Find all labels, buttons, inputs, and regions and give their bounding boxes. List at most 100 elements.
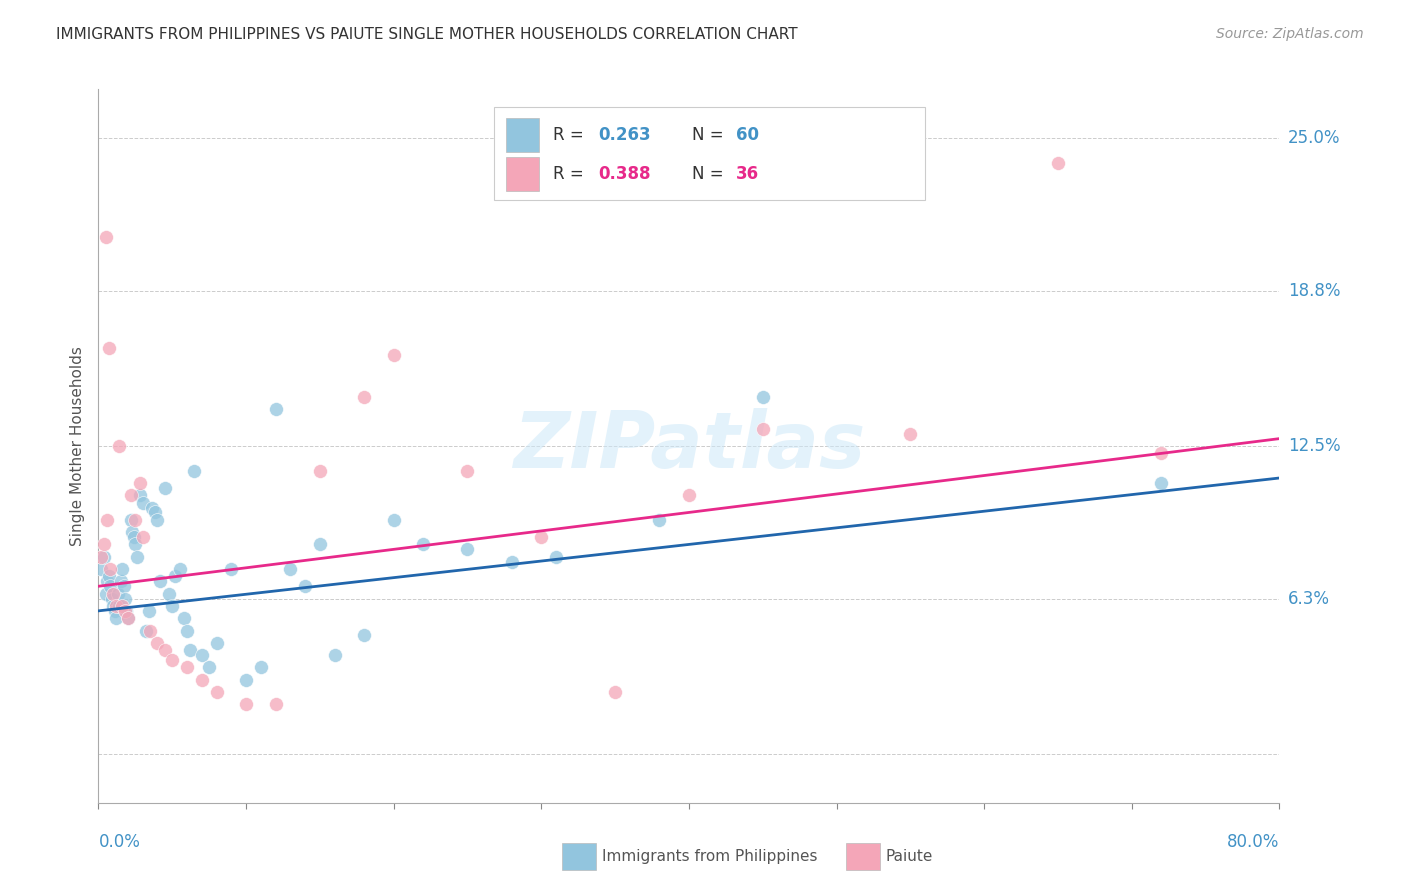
Point: [191, 648, 214, 662]
Point: [111, 599, 134, 613]
Point: [162, 653, 183, 667]
Point: [105, 611, 128, 625]
Point: [108, 439, 131, 453]
Point: [157, 587, 180, 601]
Point: [108, 599, 131, 613]
Point: [104, 604, 127, 618]
Point: [264, 402, 287, 417]
Point: [143, 505, 166, 519]
Text: 0.0%: 0.0%: [98, 833, 141, 851]
Text: 0.388: 0.388: [598, 165, 651, 183]
Point: [544, 549, 567, 564]
Point: [120, 513, 142, 527]
Point: [191, 673, 214, 687]
Text: ZIPatlas: ZIPatlas: [513, 408, 865, 484]
Point: [132, 495, 155, 509]
Text: Source: ZipAtlas.com: Source: ZipAtlas.com: [1216, 27, 1364, 41]
Point: [162, 599, 183, 613]
Point: [278, 562, 302, 576]
Point: [93, 549, 115, 564]
Point: [530, 530, 553, 544]
Point: [1046, 156, 1069, 170]
Point: [235, 698, 257, 712]
Text: 12.5%: 12.5%: [1288, 437, 1340, 455]
Point: [605, 685, 627, 699]
Point: [90, 562, 112, 576]
Point: [94, 587, 117, 601]
Point: [112, 579, 135, 593]
Point: [146, 513, 169, 527]
Point: [141, 500, 163, 515]
Y-axis label: Single Mother Households: Single Mother Households: [70, 346, 86, 546]
Text: R =: R =: [553, 126, 589, 144]
Point: [294, 579, 316, 593]
Point: [100, 591, 122, 606]
Point: [1150, 475, 1173, 490]
Point: [138, 604, 160, 618]
Point: [323, 648, 346, 662]
Text: 0.263: 0.263: [598, 126, 651, 144]
Point: [412, 537, 434, 551]
Point: [153, 481, 176, 495]
Point: [124, 537, 146, 551]
Point: [93, 537, 115, 551]
Point: [176, 624, 198, 638]
Text: 6.3%: 6.3%: [1288, 590, 1330, 607]
Text: IMMIGRANTS FROM PHILIPPINES VS PAIUTE SINGLE MOTHER HOUSEHOLDS CORRELATION CHART: IMMIGRANTS FROM PHILIPPINES VS PAIUTE SI…: [56, 27, 797, 42]
Point: [132, 530, 155, 544]
Point: [678, 488, 700, 502]
Point: [205, 636, 228, 650]
Point: [173, 611, 195, 625]
Point: [219, 562, 242, 576]
Point: [96, 513, 118, 527]
Point: [198, 660, 221, 674]
FancyBboxPatch shape: [506, 118, 538, 152]
Point: [105, 599, 128, 613]
Point: [107, 587, 129, 601]
Point: [97, 341, 120, 355]
Point: [90, 549, 112, 564]
Point: [94, 230, 117, 244]
Point: [353, 628, 375, 642]
Point: [183, 464, 205, 478]
Text: 18.8%: 18.8%: [1288, 282, 1340, 300]
Point: [115, 604, 138, 618]
Point: [751, 390, 773, 404]
Point: [456, 464, 478, 478]
Point: [309, 537, 332, 551]
Point: [117, 611, 139, 625]
Point: [179, 643, 201, 657]
Point: [122, 530, 145, 544]
Point: [97, 569, 120, 583]
Text: 25.0%: 25.0%: [1288, 129, 1340, 147]
Text: 60: 60: [737, 126, 759, 144]
Point: [1150, 446, 1173, 460]
Point: [103, 587, 125, 601]
Point: [114, 604, 136, 618]
Point: [117, 611, 139, 625]
Text: N =: N =: [693, 165, 730, 183]
Point: [124, 513, 146, 527]
FancyBboxPatch shape: [506, 157, 538, 191]
FancyBboxPatch shape: [494, 107, 925, 200]
Point: [103, 599, 125, 613]
Point: [165, 569, 187, 583]
Point: [648, 513, 671, 527]
Point: [96, 574, 118, 589]
Text: N =: N =: [693, 126, 730, 144]
Point: [176, 660, 198, 674]
Point: [751, 422, 773, 436]
Point: [309, 464, 332, 478]
Point: [135, 624, 157, 638]
Point: [149, 574, 172, 589]
Point: [153, 643, 176, 657]
Point: [128, 475, 150, 490]
Point: [111, 562, 134, 576]
Point: [382, 348, 405, 362]
Point: [139, 624, 162, 638]
Text: R =: R =: [553, 165, 589, 183]
Point: [110, 574, 132, 589]
Text: 80.0%: 80.0%: [1227, 833, 1279, 851]
Point: [114, 591, 136, 606]
Point: [128, 488, 150, 502]
